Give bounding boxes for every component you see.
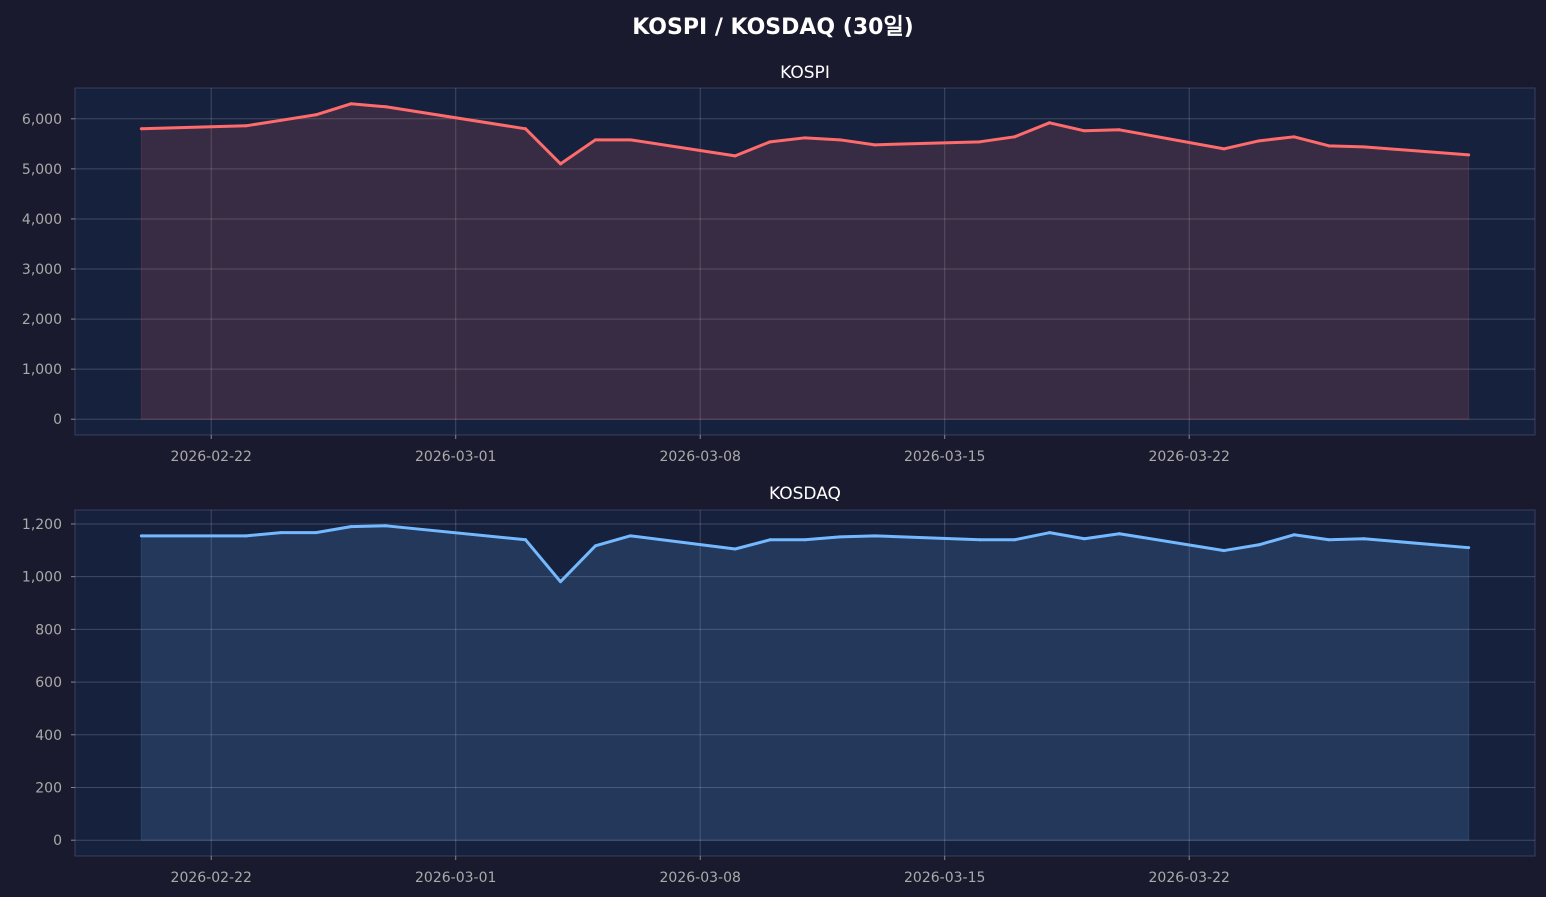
plot-area xyxy=(74,87,1536,436)
series-line-kospi xyxy=(141,102,1469,166)
data-point xyxy=(314,113,318,117)
x-tick-label: 2026-03-01 xyxy=(415,870,496,886)
data-point xyxy=(1222,147,1226,151)
data-point xyxy=(1082,537,1086,541)
data-point xyxy=(244,534,248,538)
data-point xyxy=(978,140,982,144)
x-tick-label: 2026-03-15 xyxy=(904,870,985,886)
data-point xyxy=(349,525,353,529)
data-point xyxy=(593,544,597,548)
series-line-kosdaq xyxy=(141,524,1469,584)
y-tick-label: 4,000 xyxy=(22,212,62,228)
data-point xyxy=(838,138,842,142)
data-point xyxy=(1013,135,1017,139)
data-point xyxy=(279,531,283,535)
data-point xyxy=(1047,531,1051,535)
y-tick-label: 6,000 xyxy=(22,112,62,128)
data-point xyxy=(1327,144,1331,148)
data-point xyxy=(244,124,248,128)
data-point xyxy=(873,534,877,538)
x-tick-label: 2026-02-22 xyxy=(171,449,252,465)
y-tick-label: 1,000 xyxy=(22,362,62,378)
data-point xyxy=(803,136,807,140)
data-point xyxy=(384,105,388,109)
y-tick-label: 0 xyxy=(53,412,62,428)
data-point xyxy=(733,154,737,158)
data-point xyxy=(1362,537,1366,541)
y-tick-label: 0 xyxy=(53,833,62,849)
data-point xyxy=(139,534,143,538)
x-tick-label: 2026-02-22 xyxy=(171,870,252,886)
y-tick-label: 600 xyxy=(35,675,62,691)
data-point xyxy=(1467,153,1471,157)
data-point xyxy=(349,102,353,106)
data-point xyxy=(559,580,563,584)
y-tick-label: 5,000 xyxy=(22,162,62,178)
plot-area xyxy=(74,509,1536,857)
y-tick-label: 2,000 xyxy=(22,312,62,328)
data-point xyxy=(838,535,842,539)
x-tick-label: 2026-03-22 xyxy=(1149,870,1230,886)
data-point xyxy=(1117,532,1121,536)
data-point xyxy=(1082,129,1086,133)
y-tick-label: 1,200 xyxy=(22,517,62,533)
series-area-kospi xyxy=(140,103,1470,420)
data-point xyxy=(1257,543,1261,547)
data-point xyxy=(628,534,632,538)
data-point xyxy=(628,138,632,142)
data-point xyxy=(733,547,737,551)
x-tick-label: 2026-03-22 xyxy=(1149,449,1230,465)
y-tick-label: 400 xyxy=(35,728,62,744)
x-tick-label: 2026-03-15 xyxy=(904,449,985,465)
data-point xyxy=(1292,533,1296,537)
data-point xyxy=(1292,135,1296,139)
data-point xyxy=(803,538,807,542)
data-point xyxy=(1047,121,1051,125)
data-point xyxy=(384,524,388,528)
data-point xyxy=(139,127,143,131)
data-point xyxy=(1117,128,1121,132)
data-point xyxy=(978,538,982,542)
panel-kosdaq: KOSDAQ 0 200 400 600 800 1,000 1,200 2026-02-22 2… xyxy=(22,484,1536,886)
x-tick-label: 2026-03-01 xyxy=(415,449,496,465)
data-point xyxy=(279,118,283,122)
data-point xyxy=(768,538,772,542)
data-point xyxy=(1467,546,1471,550)
series-area-kosdaq xyxy=(140,525,1470,841)
data-point xyxy=(593,138,597,142)
data-point xyxy=(1222,549,1226,553)
y-tick-label: 3,000 xyxy=(22,262,62,278)
figure-title: KOSPI / KOSDAQ (30일) xyxy=(632,15,914,40)
data-point xyxy=(524,538,528,542)
data-point xyxy=(524,127,528,131)
data-point xyxy=(1327,538,1331,542)
data-point xyxy=(1257,139,1261,143)
data-point xyxy=(559,162,563,166)
data-point xyxy=(1013,538,1017,542)
x-tick-label: 2026-03-08 xyxy=(660,449,741,465)
y-tick-label: 1,000 xyxy=(22,570,62,586)
panel-kospi: KOSPI 0 1,000 2,000 3,000 4,000 5,000 6,000 2026… xyxy=(22,63,1536,465)
data-point xyxy=(768,140,772,144)
data-point xyxy=(314,531,318,535)
data-point xyxy=(873,143,877,147)
panel-title: KOSPI xyxy=(780,63,830,83)
y-tick-label: 200 xyxy=(35,780,62,796)
panel-title: KOSDAQ xyxy=(769,484,841,504)
y-tick-label: 800 xyxy=(35,622,62,638)
x-tick-label: 2026-03-08 xyxy=(660,870,741,886)
data-point xyxy=(1362,145,1366,149)
